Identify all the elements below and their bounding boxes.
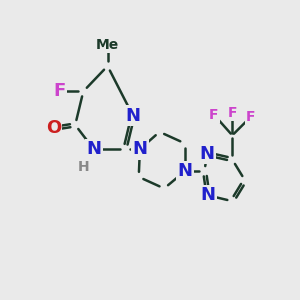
Text: O: O [46, 119, 61, 137]
Text: N: N [200, 186, 215, 204]
Text: N: N [86, 140, 101, 158]
Text: N: N [177, 162, 192, 180]
Text: N: N [200, 145, 214, 163]
Text: Me: Me [96, 38, 119, 52]
Text: F: F [53, 82, 65, 100]
Text: F: F [227, 106, 237, 120]
Text: N: N [132, 140, 147, 158]
Text: H: H [77, 160, 89, 173]
Text: F: F [246, 110, 256, 124]
Text: F: F [209, 107, 219, 122]
Text: N: N [125, 107, 140, 125]
